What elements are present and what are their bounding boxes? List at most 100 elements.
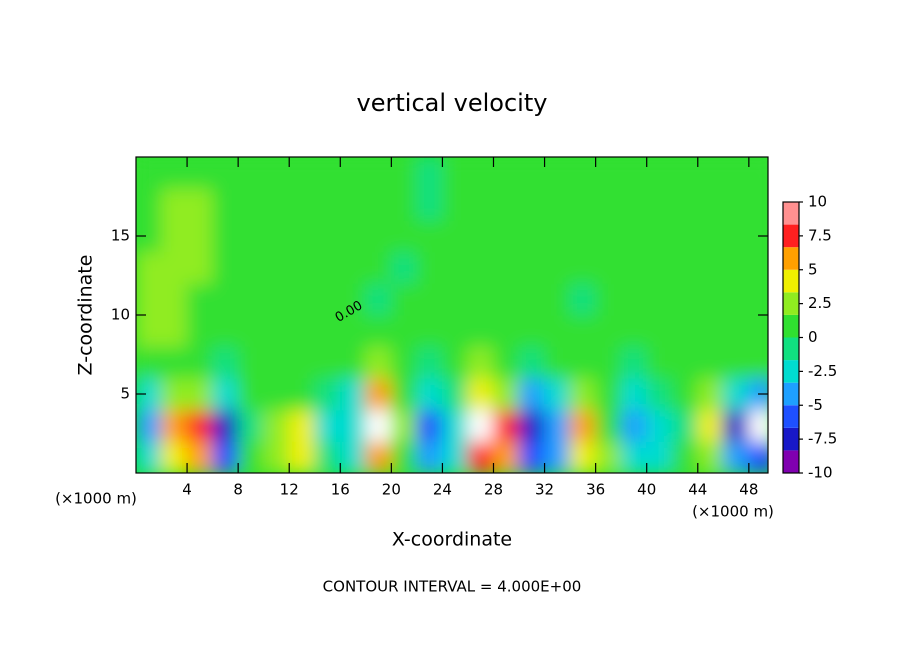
field-cell (365, 188, 392, 221)
field-cell (314, 282, 341, 316)
field-cell (492, 251, 520, 284)
field-cell (314, 377, 341, 411)
field-cell (569, 157, 597, 190)
field-cell (492, 219, 520, 253)
field-cell (748, 409, 768, 442)
colorbar-swatch (783, 202, 799, 225)
field-cell (237, 219, 265, 253)
field-cell (671, 282, 699, 316)
y-unit-label: (×1000 m) (55, 490, 137, 508)
field-cell (314, 346, 341, 379)
field-cell (671, 157, 699, 190)
field-cell (595, 188, 622, 221)
field-cell (237, 409, 265, 442)
field-cell (467, 409, 494, 442)
field-cell (722, 282, 750, 316)
field-cell (390, 346, 418, 379)
field-cell (697, 282, 724, 316)
field-cell (646, 251, 673, 284)
field-cell (288, 314, 316, 348)
field-cell (492, 188, 520, 221)
field-cell (697, 409, 724, 442)
field-cell (620, 440, 648, 473)
field-cell (492, 377, 520, 411)
colorbar-swatch (783, 269, 799, 293)
y-tick-label: 5 (120, 385, 130, 403)
field-cell (544, 188, 571, 221)
field-cell (263, 219, 290, 253)
field-cell (136, 409, 163, 442)
field-cell (492, 346, 520, 379)
field-cell (441, 282, 469, 316)
field-cell (620, 409, 648, 442)
field-cell (288, 188, 316, 221)
field-cell (544, 314, 571, 348)
colorbar-swatch (783, 360, 799, 383)
field-cell (365, 440, 392, 473)
field-cell (136, 188, 163, 221)
field-cell (620, 314, 648, 348)
field-cell (186, 251, 214, 284)
field-cell (646, 188, 673, 221)
field-cell (288, 282, 316, 316)
field-cell (365, 377, 392, 411)
y-axis-label: Z-coordinate (75, 255, 97, 376)
field-cell (237, 314, 265, 348)
field-cell (671, 440, 699, 473)
field-cell (212, 409, 239, 442)
field-cell (161, 377, 188, 411)
field-cell (595, 251, 622, 284)
x-tick-label: 16 (331, 481, 350, 499)
field-cell (671, 188, 699, 221)
annotation: CONTOUR INTERVAL = 4.000E+00 (323, 578, 582, 596)
field-cell (595, 282, 622, 316)
field-cell (416, 188, 443, 221)
field-cell (186, 219, 214, 253)
colorbar-tick-label: -5 (808, 396, 823, 414)
field-cell (441, 157, 469, 190)
field-cell (722, 409, 750, 442)
field-cell (161, 346, 188, 379)
field-cell (595, 377, 622, 411)
field-cell (339, 314, 367, 348)
field-cell (339, 440, 367, 473)
field-cell (467, 282, 494, 316)
field-cell (544, 377, 571, 411)
field-cell (339, 409, 367, 442)
field-cell (620, 157, 648, 190)
field-cell (748, 314, 768, 348)
field-cell (390, 188, 418, 221)
field-cell (416, 377, 443, 411)
field-cell (544, 157, 571, 190)
field-cell (544, 251, 571, 284)
field-cell (646, 157, 673, 190)
field-cell (365, 409, 392, 442)
field-cell (518, 251, 546, 284)
field-cell (620, 188, 648, 221)
field-cell (492, 314, 520, 348)
x-tick-label: 20 (382, 481, 401, 499)
field-cell (339, 377, 367, 411)
field-cell (569, 188, 597, 221)
field-cell (314, 219, 341, 253)
field-cell (390, 251, 418, 284)
x-tick-label: 28 (484, 481, 503, 499)
field-cell (416, 314, 443, 348)
field-cell (467, 346, 494, 379)
field-cell (722, 440, 750, 473)
field-cell (671, 409, 699, 442)
field-cell (441, 346, 469, 379)
field-cell (569, 314, 597, 348)
field-cell (722, 346, 750, 379)
field-cell (263, 440, 290, 473)
field-cell (544, 409, 571, 442)
field-cell (467, 440, 494, 473)
field-cell (467, 314, 494, 348)
chart-title: vertical velocity (357, 89, 548, 117)
field-cell (161, 219, 188, 253)
x-tick-label: 8 (233, 481, 243, 499)
field-cell (748, 157, 768, 190)
x-unit-label: (×1000 m) (692, 503, 774, 521)
field-cell (288, 409, 316, 442)
